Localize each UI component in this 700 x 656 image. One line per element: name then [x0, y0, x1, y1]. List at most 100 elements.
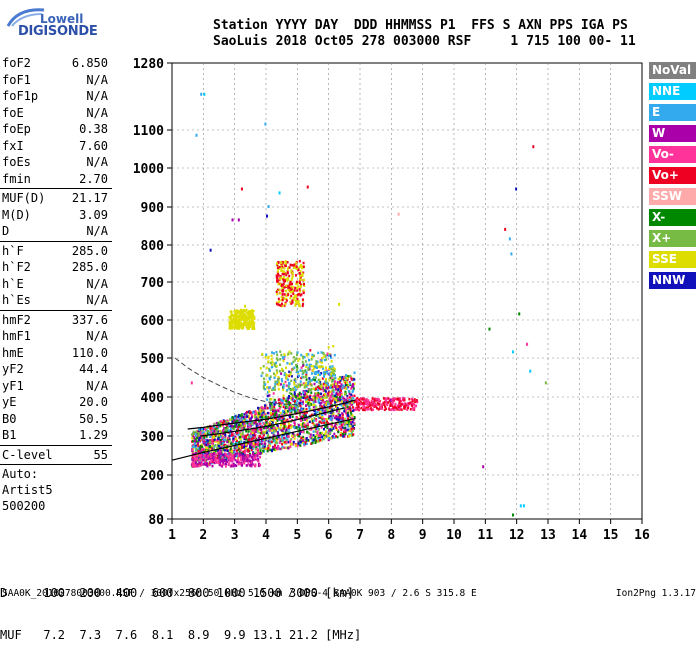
echo-point [346, 412, 349, 415]
echo-point [391, 402, 394, 406]
echo-point [247, 323, 250, 326]
echo-point [322, 371, 325, 374]
echo-point [314, 371, 317, 374]
echo-point [301, 355, 304, 358]
echo-point [271, 407, 273, 410]
echo-point [346, 375, 349, 378]
echo-point [317, 428, 320, 431]
echo-point [262, 417, 265, 420]
echo-point [257, 430, 260, 433]
param-row: hmE 110.0 [0, 345, 112, 362]
echo-point [392, 406, 395, 409]
echo-point [336, 406, 339, 410]
echo-point [289, 411, 292, 414]
echo-point [215, 421, 218, 425]
echo-point [314, 440, 317, 443]
echo-point [322, 387, 325, 390]
echo-point [284, 431, 287, 435]
echo-point [301, 272, 304, 276]
echo-point [225, 454, 228, 457]
echo-point [229, 310, 232, 313]
echo-point [260, 436, 263, 440]
echo-point [240, 440, 243, 443]
echo-point [196, 457, 198, 460]
echo-point [208, 432, 211, 435]
echo-point [283, 440, 286, 444]
echo-point [331, 392, 334, 395]
echo-point [283, 412, 286, 415]
echo-point [296, 289, 299, 292]
echo-point [305, 389, 308, 393]
echo-point [313, 409, 316, 413]
echo-point [248, 319, 251, 323]
echo-point [232, 435, 235, 439]
profile-line [171, 417, 356, 461]
echo-point [225, 430, 228, 433]
echo-point [321, 409, 324, 412]
echo-point [231, 320, 234, 323]
echo-point [285, 284, 288, 288]
param-name: h`E [2, 276, 24, 291]
param-name: foEp [2, 122, 31, 136]
echo-point [348, 415, 351, 419]
echo-point [261, 445, 264, 448]
echo-point [210, 438, 213, 442]
echo-point [276, 419, 279, 422]
echo-point [275, 290, 278, 294]
echo-point [229, 447, 232, 451]
echo-point [337, 429, 340, 432]
echo-point [341, 416, 344, 419]
echo-point [222, 448, 225, 451]
echo-point [297, 285, 299, 288]
echo-point [252, 452, 254, 455]
echo-point [303, 284, 306, 287]
echo-point [298, 304, 301, 307]
echo-point [251, 310, 254, 313]
echo-point [348, 429, 351, 433]
echo-point [319, 437, 322, 441]
y-tick-label: 80 [148, 513, 164, 528]
echo-point [377, 400, 380, 403]
echo-point [276, 270, 279, 273]
echo-point [275, 437, 278, 440]
echo-point [323, 375, 325, 378]
echo-point [312, 434, 315, 437]
echo-point [316, 360, 319, 364]
echo-point [307, 390, 310, 394]
echo-point [303, 422, 306, 425]
noise-point [510, 252, 513, 256]
echo-point [317, 351, 320, 355]
echo-point [277, 274, 280, 277]
echo-point [233, 310, 236, 313]
echo-point [234, 312, 237, 315]
param-separator [0, 444, 112, 446]
echo-point [285, 273, 288, 277]
echo-point [246, 421, 249, 425]
echo-point [319, 387, 322, 391]
echo-point [337, 388, 340, 391]
echo-point [341, 398, 344, 402]
echo-point [219, 446, 222, 450]
echo-point [298, 401, 301, 405]
echo-point [259, 367, 262, 370]
echo-point [296, 385, 299, 388]
echo-point [234, 316, 237, 320]
echo-point [302, 422, 304, 425]
echo-point [293, 289, 296, 292]
echo-point [317, 370, 320, 373]
echo-point [204, 432, 207, 435]
echo-point [240, 451, 243, 455]
echo-point [334, 416, 336, 420]
echo-point [342, 400, 345, 404]
echo-point [281, 414, 283, 417]
echo-point [268, 438, 271, 442]
echo-point [363, 402, 365, 405]
echo-point [370, 399, 373, 403]
echo-point [214, 433, 217, 437]
echo-point [325, 366, 327, 369]
echo-point [337, 430, 340, 434]
digisonde-logo: Lowell DIGISONDE [2, 2, 112, 42]
echo-point [355, 406, 358, 409]
echo-point [233, 448, 236, 452]
echo-point [302, 392, 305, 396]
